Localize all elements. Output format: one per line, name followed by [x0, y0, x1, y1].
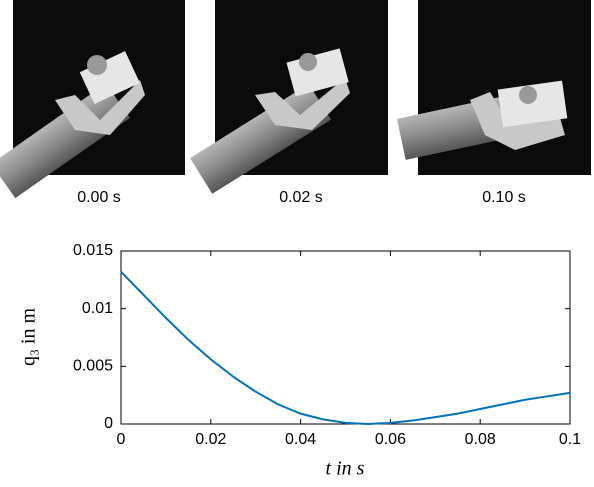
x-tick-label: 0	[117, 431, 126, 448]
plot-frame	[120, 250, 571, 425]
photo	[190, 0, 388, 194]
y-tick-label: 0	[104, 415, 113, 432]
y-axis-label: q₃ in m	[18, 308, 40, 367]
x-tick-label: 0.06	[375, 431, 406, 448]
y-tick-label: 0.015	[73, 242, 113, 259]
y-tick-label: 0.01	[82, 300, 113, 317]
photo	[396, 0, 591, 175]
x-tick-label: 0.02	[195, 431, 226, 448]
x-tick-label: 0.1	[559, 431, 581, 448]
caption: 0.10 s	[482, 189, 526, 206]
photo	[0, 0, 185, 199]
caption: 0.02 s	[279, 189, 323, 206]
x-axis-label: t in s	[326, 458, 365, 480]
caption: 0.00 s	[77, 189, 121, 206]
x-tick-label: 0.08	[465, 431, 496, 448]
x-tick-label: 0.04	[285, 431, 316, 448]
y-tick-label: 0.005	[73, 358, 113, 375]
line	[120, 271, 571, 426]
